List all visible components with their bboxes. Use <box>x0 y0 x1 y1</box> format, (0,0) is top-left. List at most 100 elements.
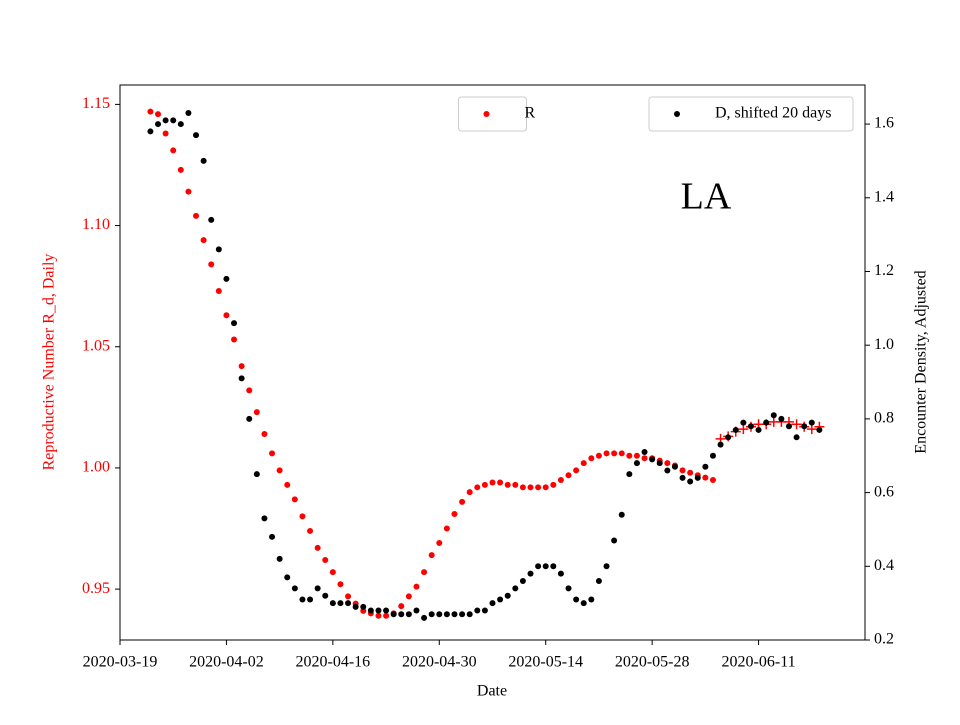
point <box>649 456 656 463</box>
point <box>261 430 268 437</box>
point <box>360 603 367 610</box>
point <box>527 570 534 577</box>
point <box>322 592 329 599</box>
point <box>466 611 473 618</box>
point <box>200 237 207 244</box>
point <box>413 583 420 590</box>
point <box>459 611 466 618</box>
point <box>550 563 557 570</box>
point <box>307 527 314 534</box>
point <box>200 157 207 164</box>
point <box>770 412 777 419</box>
legend: R <box>458 96 536 132</box>
y2-tick-label: 1.0 <box>874 336 894 353</box>
y2-tick-label: 0.6 <box>874 483 894 500</box>
point <box>253 471 260 478</box>
point <box>679 467 686 474</box>
point <box>352 603 359 610</box>
point <box>535 563 542 570</box>
point <box>276 555 283 562</box>
legend-marker <box>674 111 680 117</box>
point <box>535 484 542 491</box>
x-tick-label: 2020-04-16 <box>296 654 371 671</box>
x-tick-label: 2020-04-02 <box>189 654 264 671</box>
y2-tick-label: 1.4 <box>874 188 894 205</box>
point <box>451 510 458 517</box>
point <box>785 423 792 430</box>
point <box>337 581 344 588</box>
point <box>474 607 481 614</box>
legend-box <box>458 96 527 132</box>
point <box>550 481 557 488</box>
y2-tick-label: 0.2 <box>874 631 894 648</box>
point <box>223 275 230 282</box>
point <box>238 375 245 382</box>
point <box>633 460 640 467</box>
y2-tick-label: 0.4 <box>874 557 894 574</box>
point <box>808 419 815 426</box>
point <box>314 585 321 592</box>
point <box>763 419 770 426</box>
point <box>451 611 458 618</box>
point <box>709 477 716 484</box>
point <box>246 415 253 422</box>
point <box>504 481 511 488</box>
point <box>588 596 595 603</box>
y-axis-label: Reproductive Number R_d, Daily <box>41 254 58 471</box>
point <box>611 537 618 544</box>
point <box>489 600 496 607</box>
point <box>276 467 283 474</box>
point <box>497 596 504 603</box>
point <box>481 607 488 614</box>
point <box>405 593 412 600</box>
point <box>806 424 817 435</box>
point <box>436 611 443 618</box>
point <box>466 489 473 496</box>
point <box>322 557 329 564</box>
point <box>413 607 420 614</box>
point <box>284 481 291 488</box>
point <box>557 570 564 577</box>
point <box>732 426 739 433</box>
point <box>215 288 222 295</box>
point <box>231 320 238 327</box>
point <box>155 111 162 118</box>
point <box>565 472 572 479</box>
x-axis-label: Date <box>477 683 507 700</box>
point <box>709 452 716 459</box>
point <box>801 423 808 430</box>
point <box>489 479 496 486</box>
x-tick-label: 2020-05-28 <box>615 654 690 671</box>
point <box>747 423 754 430</box>
y2-tick-label: 0.8 <box>874 410 894 427</box>
point <box>816 426 823 433</box>
y2-tick-label: 1.2 <box>874 262 894 279</box>
point <box>542 484 549 491</box>
point <box>755 426 762 433</box>
point <box>557 477 564 484</box>
point <box>329 600 336 607</box>
x-tick-label: 2020-03-19 <box>83 654 158 671</box>
point <box>656 460 663 467</box>
point <box>474 484 481 491</box>
point <box>603 450 610 457</box>
annotation: LA <box>681 176 732 218</box>
point <box>162 117 169 124</box>
point <box>603 563 610 570</box>
point <box>329 569 336 576</box>
y-tick-label: 1.10 <box>82 216 110 233</box>
x-tick-label: 2020-05-14 <box>508 654 583 671</box>
point <box>193 212 200 219</box>
point <box>738 424 749 435</box>
point <box>573 467 580 474</box>
point <box>512 585 519 592</box>
point <box>694 474 701 481</box>
point <box>223 312 230 319</box>
point <box>595 452 602 459</box>
point <box>481 481 488 488</box>
point <box>147 108 154 115</box>
point <box>641 455 648 462</box>
point <box>519 484 526 491</box>
point <box>307 596 314 603</box>
point <box>664 460 671 467</box>
